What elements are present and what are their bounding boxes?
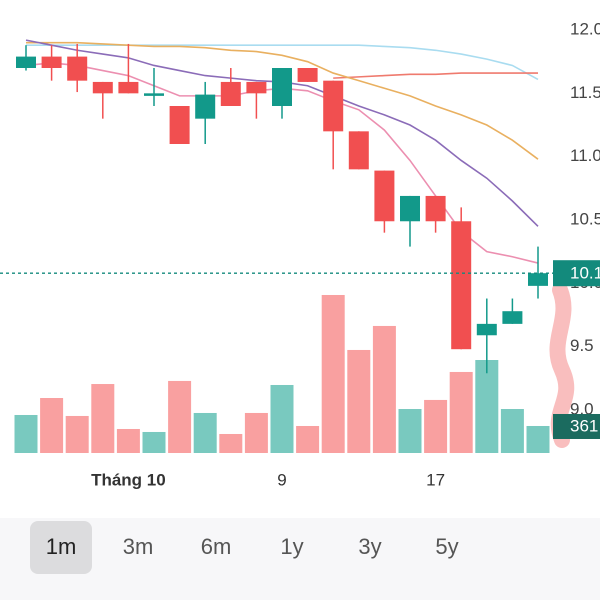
range-button-selected[interactable]: [30, 521, 92, 574]
range-button[interactable]: 5y: [435, 534, 458, 559]
volume-bar: [347, 349, 371, 453]
candle-body: [451, 221, 472, 350]
last-price-badge: [553, 260, 600, 287]
range-button[interactable]: 6m: [201, 534, 232, 559]
volume-bar: [219, 433, 243, 453]
x-tick-label: 9: [277, 470, 286, 489]
last-volume-badge: [553, 413, 600, 439]
candle-body: [297, 68, 318, 82]
volume-bar: [65, 415, 89, 453]
candle-body: [400, 195, 420, 222]
y-tick-label: 9.0: [570, 399, 594, 418]
last-volume-label: 361: [570, 416, 598, 435]
y-tick-label: 10.5: [570, 209, 600, 228]
range-bar: [0, 518, 600, 600]
last-price-label: 10.1: [570, 264, 600, 283]
volume-bar: [193, 412, 217, 453]
candle-body: [118, 81, 139, 94]
candle-body: [323, 80, 344, 132]
range-button[interactable]: 3m: [123, 534, 154, 559]
volume-bar: [372, 325, 396, 453]
candle-body: [67, 56, 88, 81]
candle-body: [425, 195, 446, 222]
range-button[interactable]: 1m: [46, 534, 77, 559]
x-tick-label: Tháng 10: [91, 470, 166, 489]
candle-body: [41, 56, 62, 68]
volume-bar: [449, 371, 473, 453]
candle-body: [16, 56, 36, 68]
candle-body: [272, 68, 292, 106]
candle-body: [169, 106, 190, 144]
candle-body: [92, 81, 113, 94]
candle-body: [220, 81, 241, 106]
candle-body: [528, 273, 548, 286]
candle-body: [476, 323, 497, 336]
volume-bar: [116, 428, 140, 453]
y-tick-label: 12.0: [570, 19, 600, 38]
volume-bar: [398, 409, 422, 453]
volume-bar: [296, 425, 320, 453]
moving-average-line: [26, 44, 539, 81]
range-button[interactable]: 3y: [358, 534, 381, 559]
moving-average-line: [333, 72, 538, 79]
range-button[interactable]: 1y: [280, 534, 303, 559]
volume-bar: [142, 431, 166, 453]
volume-bar: [475, 360, 499, 453]
volume-bar: [424, 399, 448, 453]
volume-bar: [500, 409, 524, 453]
volume-bar: [270, 384, 294, 453]
moving-average-line: [26, 41, 539, 160]
volume-bar: [40, 398, 64, 453]
candle-body: [246, 81, 267, 94]
volume-bar: [14, 414, 38, 453]
candle-body: [144, 93, 164, 96]
y-tick-label: 11.0: [570, 146, 600, 165]
y-tick-label: 11.5: [570, 83, 600, 102]
candle-body: [348, 131, 369, 170]
x-tick-label: 17: [426, 470, 445, 489]
volume-bar: [526, 425, 550, 453]
candle-body: [195, 94, 216, 119]
volume-bar: [321, 294, 345, 453]
volume-bar: [168, 380, 192, 453]
y-tick-label: 9.5: [570, 336, 594, 355]
volume-bar: [244, 412, 268, 453]
volume-bar: [91, 384, 115, 453]
candle-body: [374, 170, 395, 222]
candle-body: [502, 311, 523, 324]
